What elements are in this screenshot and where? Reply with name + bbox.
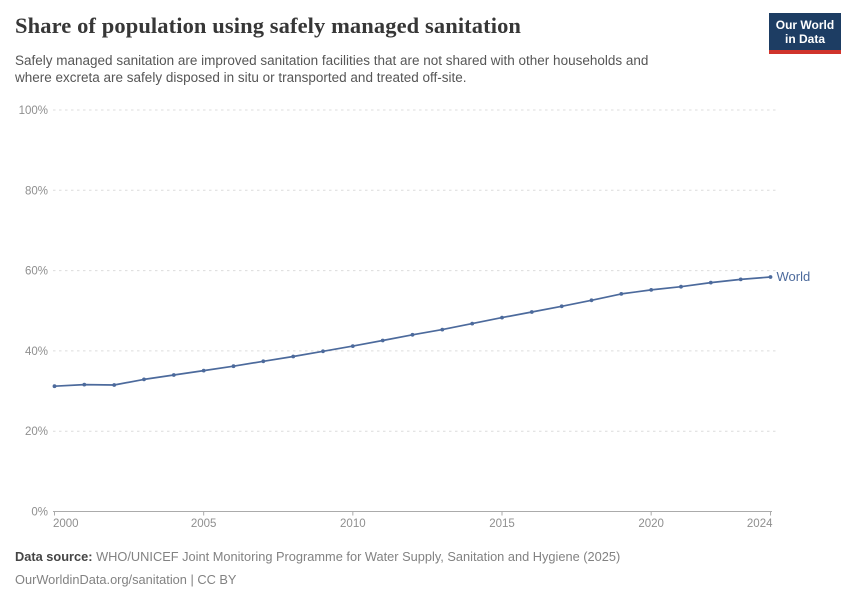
- data-point-2002: [112, 383, 117, 387]
- owid-logo-line2: in Data: [784, 32, 825, 46]
- chart-subtitle: Safely managed sanitation are improved s…: [15, 52, 745, 86]
- series-line-world: [54, 276, 771, 388]
- y-tick-label: 80%: [25, 185, 48, 197]
- x-tick-label: 2005: [191, 518, 217, 530]
- license-line: OurWorldinData.org/sanitation | CC BY: [15, 572, 237, 587]
- x-tick-label: 2010: [340, 518, 366, 530]
- data-source-label: Data source:: [15, 549, 93, 564]
- page-title: Share of population using safely managed…: [15, 13, 522, 38]
- data-point-2018: [589, 298, 594, 303]
- data-point-2011: [380, 338, 385, 343]
- data-point-2024: [768, 275, 773, 279]
- data-point-2021: [679, 284, 683, 289]
- y-tick-label: 60%: [25, 266, 48, 278]
- data-point-2007: [261, 359, 266, 364]
- data-source-line: Data source: WHO/UNICEF Joint Monitoring…: [15, 545, 835, 568]
- y-tick-label: 0%: [31, 507, 48, 519]
- y-tick-label: 20%: [25, 426, 48, 438]
- data-point-2001: [82, 382, 87, 387]
- owid-logo: Our World in Data: [769, 13, 841, 54]
- data-point-2005: [201, 368, 206, 373]
- data-point-2000: [52, 384, 57, 389]
- data-point-2020: [649, 288, 654, 292]
- x-tick-label: 2015: [489, 518, 515, 530]
- x-tick-label: 2020: [638, 518, 664, 530]
- data-point-2012: [410, 332, 415, 337]
- data-point-2008: [291, 354, 296, 359]
- y-tick-label: 40%: [25, 346, 48, 358]
- chart-subtitle-line1: Safely managed sanitation are improved s…: [15, 53, 649, 68]
- x-tick-label: 2000: [53, 518, 79, 530]
- chart-footer: Data source: WHO/UNICEF Joint Monitoring…: [15, 545, 835, 591]
- data-point-2022: [708, 280, 713, 285]
- data-point-2013: [440, 327, 445, 332]
- owid-logo-line1: Our World: [775, 18, 835, 32]
- data-point-2010: [350, 344, 355, 348]
- data-point-2003: [142, 377, 146, 382]
- data-point-2019: [619, 292, 624, 296]
- line-chart: 0% 20% 40% 60% 80% 100% 2000 2005 2010 2015 2020 20…: [19, 105, 811, 530]
- data-point-2014: [470, 321, 475, 326]
- data-point-2006: [231, 364, 236, 369]
- data-point-2015: [500, 315, 504, 320]
- data-point-2016: [529, 310, 534, 314]
- chart-subtitle-line2: where excreta are safely disposed in sit…: [15, 70, 467, 85]
- series-end-label: World: [777, 269, 811, 284]
- data-point-2023: [738, 277, 743, 282]
- data-point-2009: [321, 349, 325, 354]
- data-source-text: WHO/UNICEF Joint Monitoring Programme fo…: [92, 549, 621, 564]
- x-tick-label: 2024: [747, 518, 773, 530]
- data-point-2004: [171, 373, 176, 377]
- data-point-2017: [559, 304, 564, 309]
- y-tick-label: 100%: [19, 105, 48, 117]
